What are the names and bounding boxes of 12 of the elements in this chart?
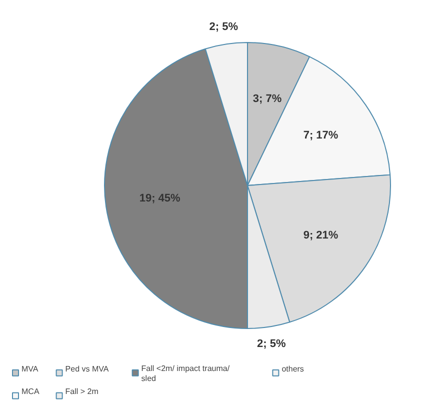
data-label: 19; 45% bbox=[139, 192, 181, 205]
data-label: 7; 17% bbox=[303, 130, 338, 142]
data-label: 2; 5% bbox=[257, 338, 286, 350]
legend-label: Fall <2m/ impact trauma/ sled bbox=[141, 364, 230, 383]
legend-label: MCA bbox=[22, 387, 40, 396]
data-label: 3; 7% bbox=[252, 93, 282, 106]
data-label: 9; 21% bbox=[303, 229, 338, 242]
data-label: 2; 5% bbox=[209, 21, 238, 34]
legend-label: others bbox=[282, 364, 304, 374]
legend-label: Fall > 2m bbox=[65, 387, 99, 396]
legend-label: MVA bbox=[22, 364, 39, 374]
legend-label: Ped vs MVA bbox=[65, 364, 110, 374]
